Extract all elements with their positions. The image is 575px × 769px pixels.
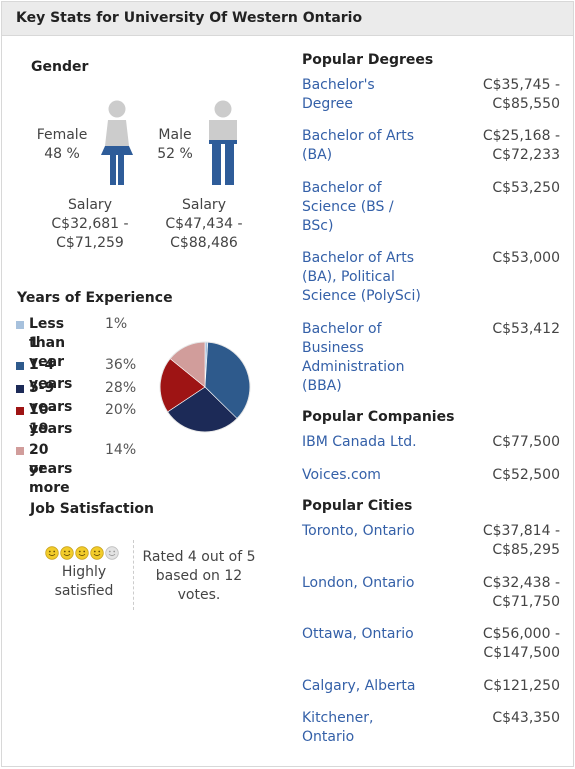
- female-salary-range: C$32,681 -: [51, 216, 129, 232]
- city-salary: C$43,350: [492, 710, 560, 726]
- legend-swatch: [16, 447, 24, 455]
- popular-companies-title: Popular Companies: [302, 409, 455, 425]
- smiley-empty-icon: [105, 546, 119, 560]
- legend-swatch: [16, 362, 24, 370]
- degree-link[interactable]: Administration: [302, 359, 405, 375]
- company-link[interactable]: IBM Canada Ltd.: [302, 434, 417, 450]
- satisfaction-divider: [133, 540, 134, 610]
- male-percent: 52 %: [157, 146, 193, 162]
- male-label: Male: [158, 127, 192, 143]
- city-link[interactable]: Ottawa, Ontario: [302, 626, 414, 642]
- male-salary-range: C$88,486: [170, 235, 238, 251]
- smiley-filled-icon: [90, 546, 104, 560]
- company-salary: C$77,500: [492, 434, 560, 450]
- degree-link[interactable]: Business: [302, 340, 364, 356]
- company-salary: C$52,500: [492, 467, 560, 483]
- female-percent: 48 %: [44, 146, 80, 162]
- degree-salary: C$72,233: [492, 147, 560, 163]
- city-link[interactable]: Ontario: [302, 729, 355, 745]
- degree-link[interactable]: Bachelor of Arts: [302, 250, 415, 266]
- city-salary: C$71,750: [492, 594, 560, 610]
- legend-swatch: [16, 385, 24, 393]
- male-salary-label: Salary: [182, 197, 226, 213]
- degree-salary: C$85,550: [492, 96, 560, 112]
- female-salary-range: C$71,259: [56, 235, 124, 251]
- city-salary: C$37,814 -: [482, 523, 560, 539]
- legend-swatch: [16, 407, 24, 415]
- degree-link[interactable]: (BBA): [302, 378, 342, 394]
- female-label: Female: [36, 127, 88, 143]
- pie-outline: [159, 341, 251, 433]
- satisfaction-rated-text: votes.: [177, 587, 221, 603]
- company-link[interactable]: Voices.com: [302, 467, 381, 483]
- degree-link[interactable]: Science (BS /: [302, 199, 394, 215]
- degree-salary: C$53,412: [492, 321, 560, 337]
- city-salary: C$121,250: [483, 678, 560, 694]
- job-satisfaction-title: Job Satisfaction: [30, 501, 154, 517]
- male-salary-range: C$47,434 -: [165, 216, 243, 232]
- experience-title: Years of Experience: [17, 290, 173, 306]
- legend-swatch: [16, 321, 24, 329]
- city-salary: C$85,295: [492, 542, 560, 558]
- smiley-filled-icon: [60, 546, 74, 560]
- smiley-filled-icon: [75, 546, 89, 560]
- satisfaction-rated-text: Rated 4 out of 5: [142, 549, 256, 565]
- panel-title: Key Stats for University Of Western Onta…: [2, 2, 573, 36]
- degree-link[interactable]: Bachelor of: [302, 180, 382, 196]
- experience-pie-chart: [159, 341, 251, 433]
- degree-link[interactable]: Bachelor's: [302, 77, 375, 93]
- satisfaction-rated-text: based on 12: [155, 568, 243, 584]
- degree-link[interactable]: (BA): [302, 147, 333, 163]
- city-salary: C$147,500: [483, 645, 560, 661]
- popular-degrees-title: Popular Degrees: [302, 52, 434, 68]
- city-salary: C$32,438 -: [482, 575, 560, 591]
- female-salary-label: Salary: [68, 197, 112, 213]
- smiley-filled-icon: [45, 546, 59, 560]
- gender-title: Gender: [31, 59, 89, 75]
- degree-link[interactable]: Bachelor of: [302, 321, 382, 337]
- city-link[interactable]: London, Ontario: [302, 575, 415, 591]
- degree-link[interactable]: Science (PolySci): [302, 288, 421, 304]
- satisfaction-label: Highly: [61, 564, 107, 580]
- degree-link[interactable]: Degree: [302, 96, 353, 112]
- male-figure-icon: [209, 100, 237, 185]
- degree-link[interactable]: Bachelor of Arts: [302, 128, 415, 144]
- degree-salary: C$25,168 -: [482, 128, 560, 144]
- city-link[interactable]: Calgary, Alberta: [302, 678, 416, 694]
- city-salary: C$56,000 -: [482, 626, 560, 642]
- popular-cities-title: Popular Cities: [302, 498, 413, 514]
- city-link[interactable]: Kitchener,: [302, 710, 374, 726]
- degree-link[interactable]: BSc): [302, 218, 334, 234]
- female-figure-icon: [101, 100, 133, 185]
- degree-salary: C$35,745 -: [482, 77, 560, 93]
- satisfaction-label: satisfied: [54, 583, 114, 599]
- degree-salary: C$53,000: [492, 250, 560, 266]
- degree-link[interactable]: (BA), Political: [302, 269, 395, 285]
- degree-salary: C$53,250: [492, 180, 560, 196]
- city-link[interactable]: Toronto, Ontario: [302, 523, 415, 539]
- satisfaction-rating-icons: [45, 546, 119, 560]
